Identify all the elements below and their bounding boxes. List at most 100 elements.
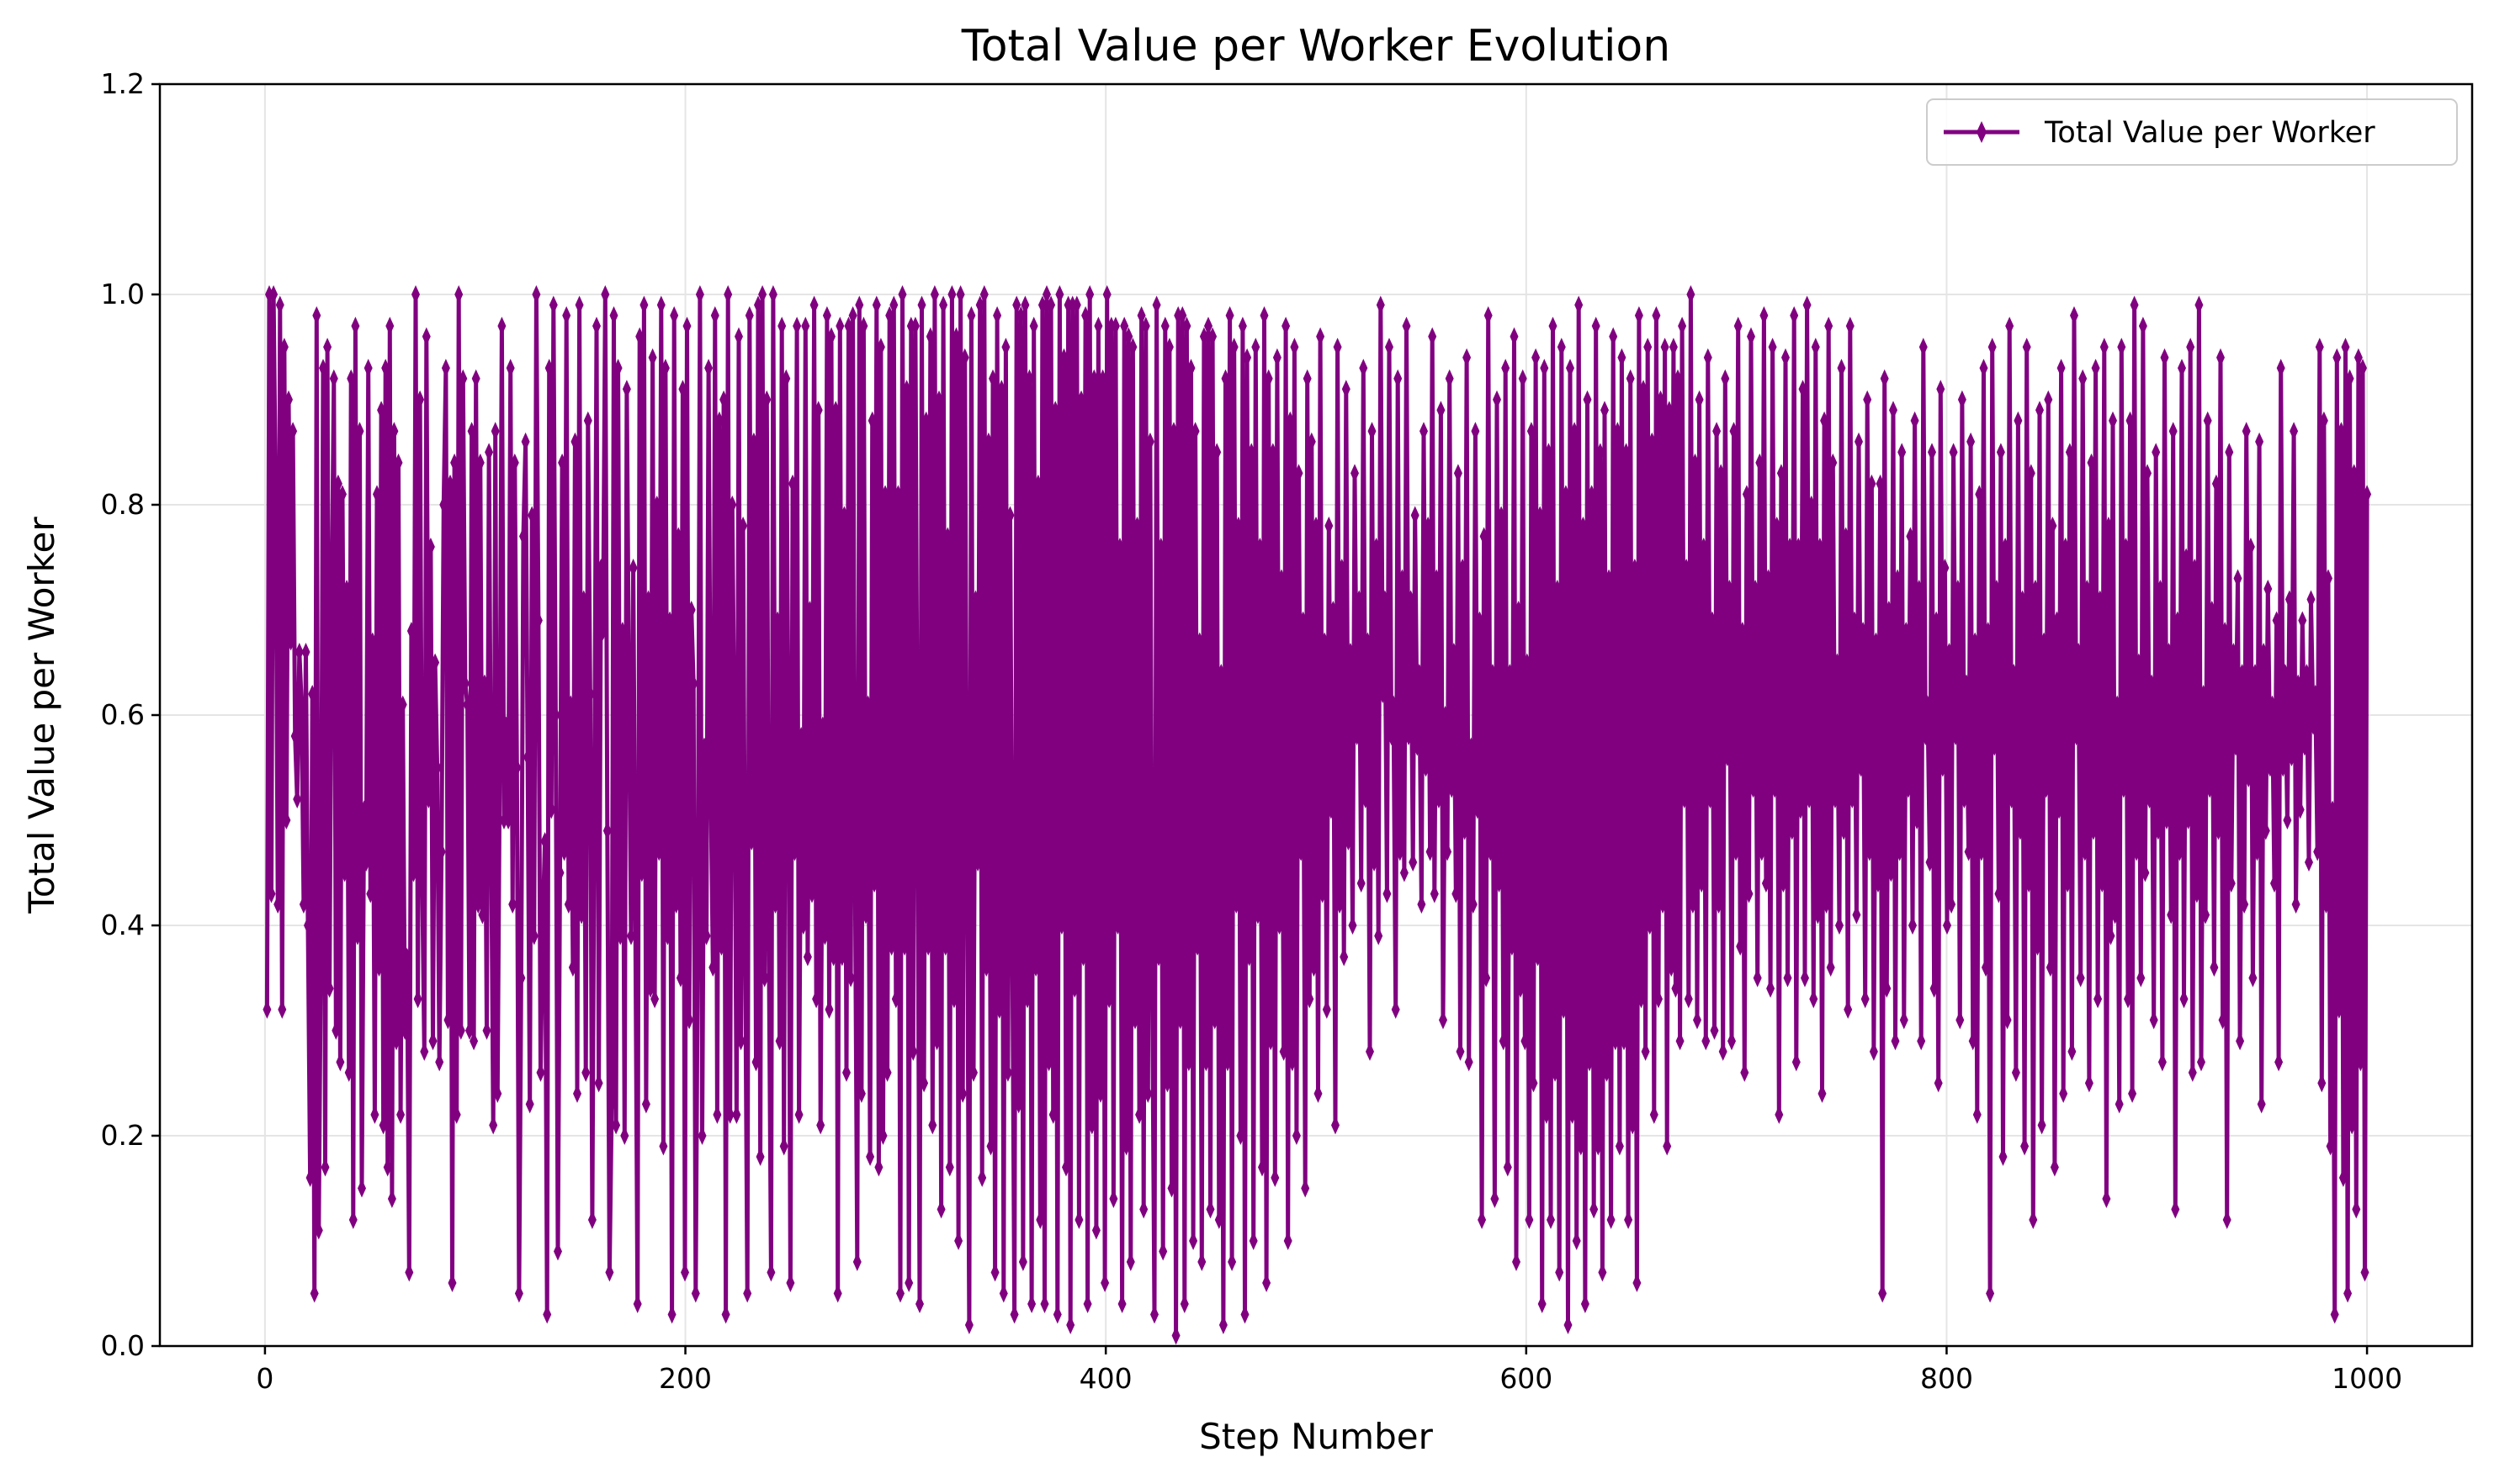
data-point-marker (1518, 369, 1527, 388)
data-point-marker (2246, 538, 2255, 556)
data-point-marker (641, 1094, 650, 1114)
data-point-marker (932, 1031, 942, 1051)
data-point-marker (1551, 1063, 1560, 1082)
data-point-marker (1776, 464, 1786, 483)
data-point-marker (885, 306, 894, 325)
data-point-marker (544, 358, 554, 378)
data-point-marker (1359, 358, 1368, 378)
data-point-marker (368, 632, 377, 651)
data-point-marker (2029, 1211, 2038, 1229)
data-point-marker (1871, 632, 1881, 651)
data-point-marker (417, 863, 427, 882)
data-point-marker (1598, 1263, 1607, 1282)
data-point-marker (558, 453, 567, 472)
data-point-marker (676, 968, 685, 988)
data-point-marker (2338, 1169, 2348, 1187)
data-point-marker (917, 295, 926, 315)
data-point-marker (719, 390, 729, 409)
data-point-marker (601, 285, 610, 304)
data-point-marker (1126, 1253, 1135, 1271)
data-point-marker (1682, 559, 1691, 577)
data-point-marker (1712, 421, 1722, 441)
data-point-marker (1258, 1158, 1266, 1177)
data-point-marker (1820, 411, 1829, 430)
data-point-marker (383, 1158, 392, 1177)
data-point-marker (775, 1031, 784, 1051)
data-point-marker (1048, 1105, 1058, 1124)
data-point-marker (1462, 348, 1472, 367)
data-point-marker (878, 1126, 888, 1145)
data-point-marker (1341, 379, 1350, 399)
x-tick-label: 600 (1499, 1362, 1552, 1395)
data-point-marker (465, 1021, 474, 1040)
data-point-marker (1781, 348, 1790, 367)
data-point-marker (1355, 590, 1364, 609)
data-point-marker (1387, 727, 1396, 745)
data-point-marker (1160, 316, 1170, 336)
data-point-marker (984, 432, 993, 451)
data-point-marker (818, 716, 827, 735)
data-point-marker (1529, 1073, 1538, 1093)
data-point-marker (2160, 348, 2169, 367)
data-point-marker (1744, 884, 1754, 904)
data-point-marker (1972, 1105, 1982, 1124)
data-point-marker (1811, 337, 1820, 357)
data-point-marker (1674, 369, 1682, 388)
data-point-marker (474, 895, 483, 914)
data-point-marker (1363, 632, 1372, 651)
data-point-marker (809, 295, 819, 315)
data-point-marker (2348, 1116, 2357, 1135)
data-point-marker (348, 1211, 358, 1229)
data-point-marker (1561, 485, 1570, 504)
data-point-marker (401, 1021, 410, 1040)
data-point-marker (898, 285, 907, 304)
data-point-marker (993, 306, 1002, 325)
data-point-marker (1189, 1232, 1198, 1250)
data-point-marker (1779, 874, 1788, 893)
data-point-marker (1154, 947, 1164, 967)
data-point-marker (2059, 1084, 2068, 1103)
data-point-marker (2221, 622, 2230, 640)
data-point-marker (1902, 622, 1911, 640)
data-point-marker (1555, 1263, 1564, 1282)
data-point-marker (1413, 737, 1422, 756)
data-point-marker (1801, 968, 1809, 988)
data-point-marker (489, 1116, 498, 1135)
data-point-marker (1845, 316, 1855, 336)
data-point-marker (1204, 316, 1213, 336)
data-point-marker (1449, 643, 1458, 661)
data-point-marker (1613, 421, 1622, 441)
data-point-marker (1272, 348, 1281, 367)
y-tick-label: 0.4 (101, 909, 145, 941)
data-point-marker (333, 474, 342, 493)
data-point-marker (990, 1263, 1000, 1282)
data-point-marker (1536, 506, 1545, 525)
data-point-marker (1914, 580, 1924, 598)
data-point-marker (1091, 1221, 1101, 1240)
data-point-marker (894, 485, 903, 504)
data-point-marker (2337, 421, 2346, 441)
data-point-marker (1507, 937, 1516, 956)
data-point-marker (1740, 1063, 1749, 1082)
data-point-marker (1234, 517, 1243, 535)
data-point-marker (340, 863, 349, 882)
data-point-marker (1537, 1295, 1547, 1313)
data-point-marker (1171, 1326, 1181, 1345)
data-point-marker (1766, 979, 1775, 998)
data-point-marker (924, 937, 933, 956)
data-point-marker (554, 1242, 562, 1261)
data-point-marker (2162, 811, 2171, 829)
data-point-marker (1753, 968, 1762, 988)
data-point-marker (1062, 1158, 1070, 1177)
data-point-marker (2251, 664, 2259, 682)
data-point-marker (982, 958, 991, 977)
data-point-marker (1675, 1031, 1685, 1051)
data-point-marker (954, 1232, 963, 1250)
data-point-marker (777, 316, 787, 336)
data-point-marker (539, 916, 547, 935)
data-point-marker (2211, 474, 2221, 493)
data-point-marker (1277, 569, 1286, 588)
data-point-marker (1320, 632, 1329, 651)
data-point-marker (960, 348, 969, 367)
legend-diamond-marker (1977, 121, 1987, 143)
